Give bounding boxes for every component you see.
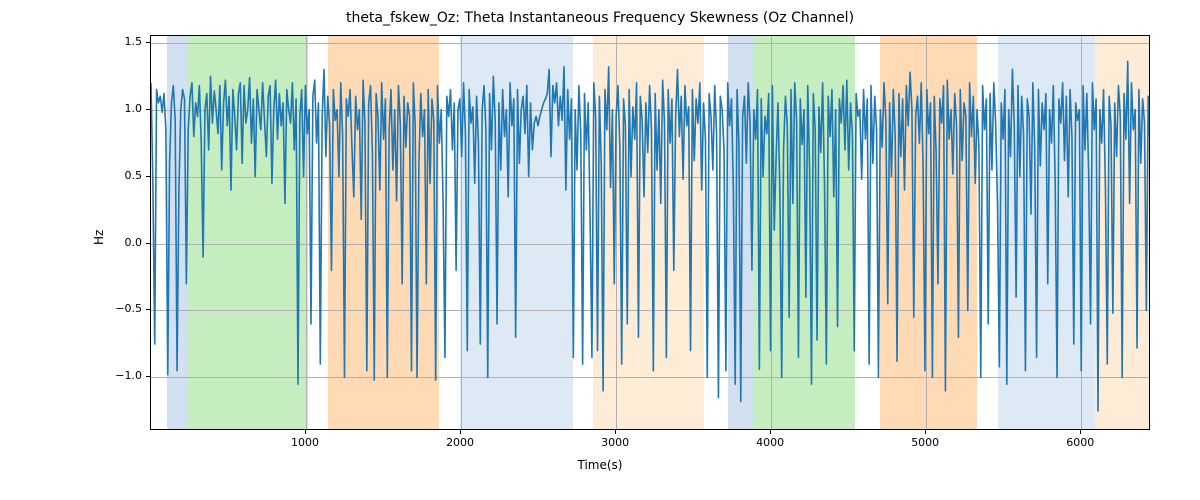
chart-title: theta_fskew_Oz: Theta Instantaneous Freq… <box>0 10 1200 26</box>
x-tick-label: 6000 <box>1066 436 1094 449</box>
x-tick-label: 5000 <box>911 436 939 449</box>
x-tick <box>305 430 306 434</box>
y-tick-label: 0.0 <box>102 236 142 249</box>
x-tick <box>615 430 616 434</box>
series-path <box>151 61 1150 410</box>
line-series <box>151 36 1150 430</box>
y-tick <box>146 42 150 43</box>
y-tick <box>146 376 150 377</box>
x-tick-label: 3000 <box>601 436 629 449</box>
x-tick-label: 1000 <box>291 436 319 449</box>
x-tick <box>1080 430 1081 434</box>
y-tick <box>146 109 150 110</box>
plot-area <box>150 35 1150 430</box>
x-tick-label: 4000 <box>756 436 784 449</box>
y-tick-label: −0.5 <box>102 302 142 315</box>
y-tick <box>146 176 150 177</box>
y-tick <box>146 309 150 310</box>
y-tick-label: 1.0 <box>102 102 142 115</box>
y-tick <box>146 243 150 244</box>
y-tick-label: 1.5 <box>102 35 142 48</box>
x-tick <box>925 430 926 434</box>
x-tick-label: 2000 <box>446 436 474 449</box>
y-tick-label: 0.5 <box>102 169 142 182</box>
figure: theta_fskew_Oz: Theta Instantaneous Freq… <box>0 0 1200 500</box>
x-tick <box>460 430 461 434</box>
x-axis-label: Time(s) <box>0 458 1200 472</box>
x-tick <box>770 430 771 434</box>
y-tick-label: −1.0 <box>102 369 142 382</box>
